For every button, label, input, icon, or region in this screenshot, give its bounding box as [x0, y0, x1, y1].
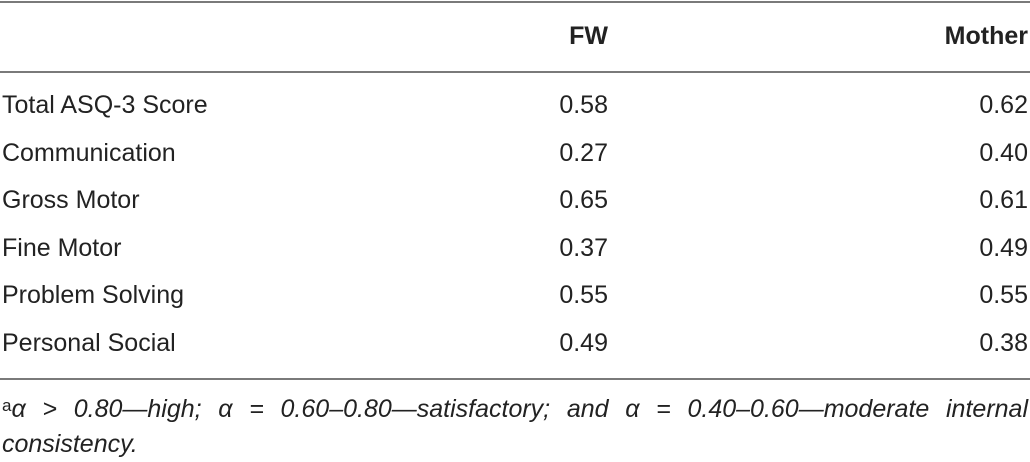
bottom-rule — [0, 378, 1030, 380]
mother-value: 0.62 — [979, 91, 1028, 119]
header-rule — [0, 71, 1030, 73]
mother-value: 0.40 — [979, 138, 1028, 167]
fw-value: 0.27 — [559, 138, 608, 167]
fw-value: 0.37 — [559, 233, 608, 262]
mother-value: 0.55 — [979, 281, 1028, 309]
row-label: Fine Motor — [2, 233, 122, 262]
row-label: Total ASQ-3 Score — [2, 91, 208, 119]
row-label: Personal Social — [2, 328, 176, 357]
row-label: Problem Solving — [2, 281, 185, 309]
row-label: Communication — [2, 138, 176, 167]
fw-value: 0.58 — [559, 91, 608, 119]
column-header: Mother — [944, 22, 1028, 50]
fw-value: 0.65 — [559, 186, 608, 214]
footnote-marker: a — [2, 396, 12, 415]
top-rule — [0, 1, 1030, 3]
row-label: Gross Motor — [2, 186, 140, 214]
mother-value: 0.38 — [979, 328, 1028, 357]
mother-value: 0.61 — [979, 186, 1028, 214]
footnote-text: α > 0.80—high; α = 0.60–0.80—satisfactor… — [2, 395, 1028, 458]
mother-value: 0.49 — [979, 233, 1028, 262]
fw-value: 0.55 — [559, 281, 608, 309]
footnote: aα > 0.80—high; α = 0.60–0.80—satisfacto… — [2, 392, 1028, 462]
column-header: FW — [569, 22, 608, 50]
fw-value: 0.49 — [559, 328, 608, 357]
